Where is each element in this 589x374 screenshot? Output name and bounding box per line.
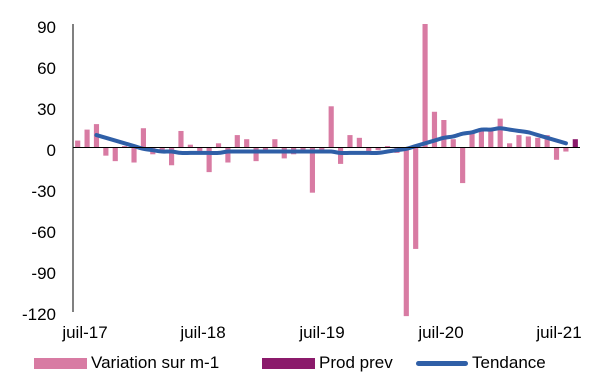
y-tick-label: 30 bbox=[37, 100, 56, 119]
legend-swatch-variation bbox=[34, 357, 87, 369]
legend: Variation sur m-1 Prod prev Tendance bbox=[0, 352, 589, 374]
variation-bar bbox=[356, 137, 362, 148]
x-tick-label: juil-21 bbox=[535, 323, 581, 342]
variation-bar bbox=[234, 135, 240, 148]
variation-bar bbox=[338, 147, 344, 164]
variation-bar bbox=[413, 147, 419, 249]
y-tick-label: -90 bbox=[31, 264, 56, 283]
variation-bar bbox=[328, 106, 334, 148]
variation-bar bbox=[366, 147, 372, 155]
variation-bar bbox=[244, 139, 250, 148]
y-tick-labels: 90 60 30 0 -30 -60 -90 -120 bbox=[22, 18, 56, 324]
variation-bar bbox=[422, 24, 428, 148]
variation-bar bbox=[441, 120, 447, 148]
tendance-line bbox=[94, 126, 568, 156]
variation-bar bbox=[460, 147, 466, 184]
legend-item-tendance: Tendance bbox=[416, 352, 546, 374]
variation-bar bbox=[431, 111, 438, 148]
variation-bar bbox=[103, 147, 109, 156]
chart: 90 60 30 0 -30 -60 -90 -120 juil-17 juil… bbox=[22, 18, 582, 342]
legend-swatch-tendance bbox=[416, 360, 468, 366]
x-tick-label: juil-18 bbox=[179, 323, 225, 342]
y-tick-label: -30 bbox=[31, 182, 56, 201]
variation-bar bbox=[525, 136, 531, 148]
variation-bar bbox=[347, 135, 353, 148]
variation-bar bbox=[225, 147, 231, 163]
variation-bar bbox=[535, 137, 541, 148]
y-tick-label: 90 bbox=[37, 18, 56, 37]
variation-bar bbox=[262, 147, 269, 151]
y-tick-label: 0 bbox=[47, 141, 56, 160]
variation-bar bbox=[488, 129, 494, 148]
bars-layer bbox=[75, 24, 578, 317]
variation-bar bbox=[84, 129, 90, 148]
variation-bar bbox=[215, 143, 222, 148]
x-tick-label: juil-19 bbox=[298, 323, 344, 342]
legend-label-variation: Variation sur m-1 bbox=[91, 353, 220, 372]
variation-bar bbox=[300, 147, 306, 152]
legend-swatch-prod-prev bbox=[262, 357, 315, 369]
variation-bar bbox=[253, 147, 259, 162]
variation-bar bbox=[75, 140, 81, 148]
trend-line-layer bbox=[94, 126, 568, 156]
variation-bar bbox=[122, 146, 128, 148]
legend-item-variation: Variation sur m-1 bbox=[34, 352, 219, 374]
variation-bar bbox=[140, 128, 146, 148]
legend-item-prod-prev: Prod prev bbox=[262, 352, 393, 374]
variation-bar bbox=[497, 118, 503, 148]
variation-bar bbox=[544, 135, 550, 148]
variation-bar bbox=[131, 147, 137, 163]
variation-bar bbox=[206, 147, 212, 173]
variation-bar bbox=[403, 147, 409, 317]
variation-bar bbox=[159, 147, 165, 152]
variation-bar bbox=[563, 147, 569, 152]
x-tick-label: juil-20 bbox=[417, 323, 463, 342]
variation-bar bbox=[309, 147, 315, 193]
y-tick-label: -120 bbox=[22, 305, 56, 324]
prod-prev-bar bbox=[572, 139, 578, 148]
variation-bar bbox=[450, 139, 456, 148]
variation-bar bbox=[516, 135, 522, 148]
y-tick-label: 60 bbox=[37, 59, 56, 78]
y-tick-label: -60 bbox=[31, 223, 56, 242]
variation-bar bbox=[553, 147, 560, 160]
legend-label-tendance: Tendance bbox=[472, 353, 546, 372]
variation-bar bbox=[197, 147, 203, 153]
variation-bar bbox=[112, 147, 118, 162]
variation-bar bbox=[478, 129, 484, 148]
variation-bar bbox=[169, 147, 175, 166]
variation-bar bbox=[272, 139, 278, 148]
variation-bar bbox=[469, 130, 475, 148]
variation-bar bbox=[178, 130, 184, 148]
x-tick-labels: juil-17 juil-18 juil-19 juil-20 juil-21 bbox=[61, 323, 581, 342]
variation-bar bbox=[187, 144, 193, 148]
variation-bar bbox=[319, 147, 325, 151]
variation-bar bbox=[507, 143, 513, 148]
variation-bar bbox=[384, 146, 391, 148]
variation-bar bbox=[375, 147, 381, 151]
legend-label-prod-prev: Prod prev bbox=[319, 353, 393, 372]
x-tick-label: juil-17 bbox=[61, 323, 107, 342]
